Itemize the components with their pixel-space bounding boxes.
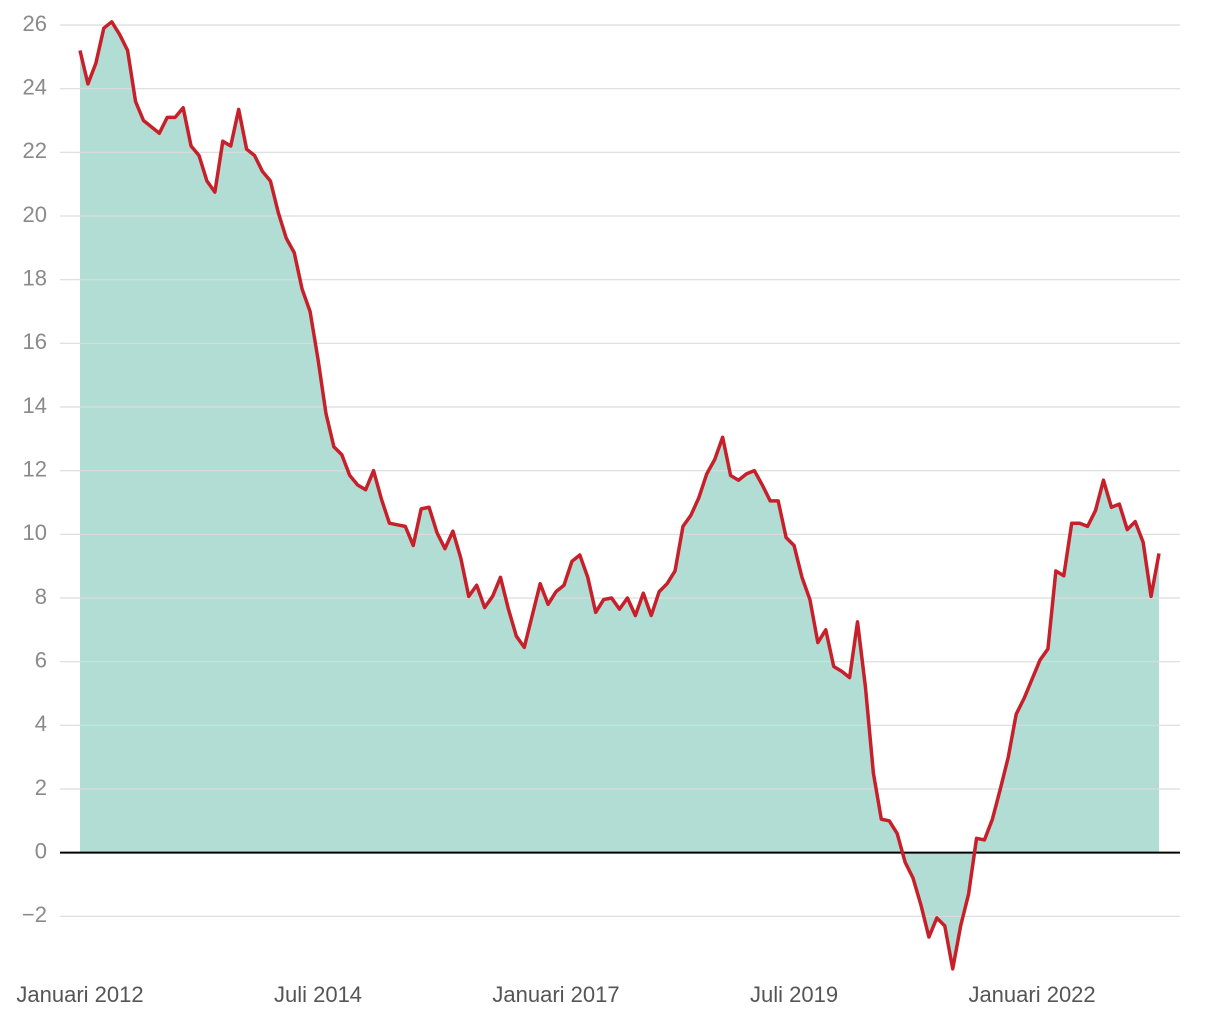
area bbox=[80, 21, 1159, 969]
y-tick-label: −2 bbox=[22, 902, 47, 927]
x-tick-label: Juli 2019 bbox=[750, 982, 838, 1007]
y-tick-label: 0 bbox=[35, 838, 47, 863]
y-tick-label: 20 bbox=[23, 202, 47, 227]
x-tick-label: Januari 2017 bbox=[492, 982, 619, 1007]
y-tick-label: 24 bbox=[23, 74, 47, 99]
y-tick-label: 14 bbox=[23, 393, 47, 418]
grid bbox=[60, 21, 1180, 969]
x-tick-label: Januari 2012 bbox=[16, 982, 143, 1007]
y-tick-label: 22 bbox=[23, 138, 47, 163]
y-tick-label: 18 bbox=[23, 265, 47, 290]
y-tick-label: 12 bbox=[23, 456, 47, 481]
y-tick-label: 16 bbox=[23, 329, 47, 354]
x-tick-label: Januari 2022 bbox=[968, 982, 1095, 1007]
y-tick-label: 6 bbox=[35, 647, 47, 672]
y-tick-label: 10 bbox=[23, 520, 47, 545]
y-tick-label: 2 bbox=[35, 775, 47, 800]
y-tick-label: 4 bbox=[35, 711, 47, 736]
y-tick-label: 8 bbox=[35, 584, 47, 609]
x-tick-label: Juli 2014 bbox=[274, 982, 362, 1007]
y-tick-label: 26 bbox=[23, 11, 47, 36]
line bbox=[78, 20, 1161, 971]
